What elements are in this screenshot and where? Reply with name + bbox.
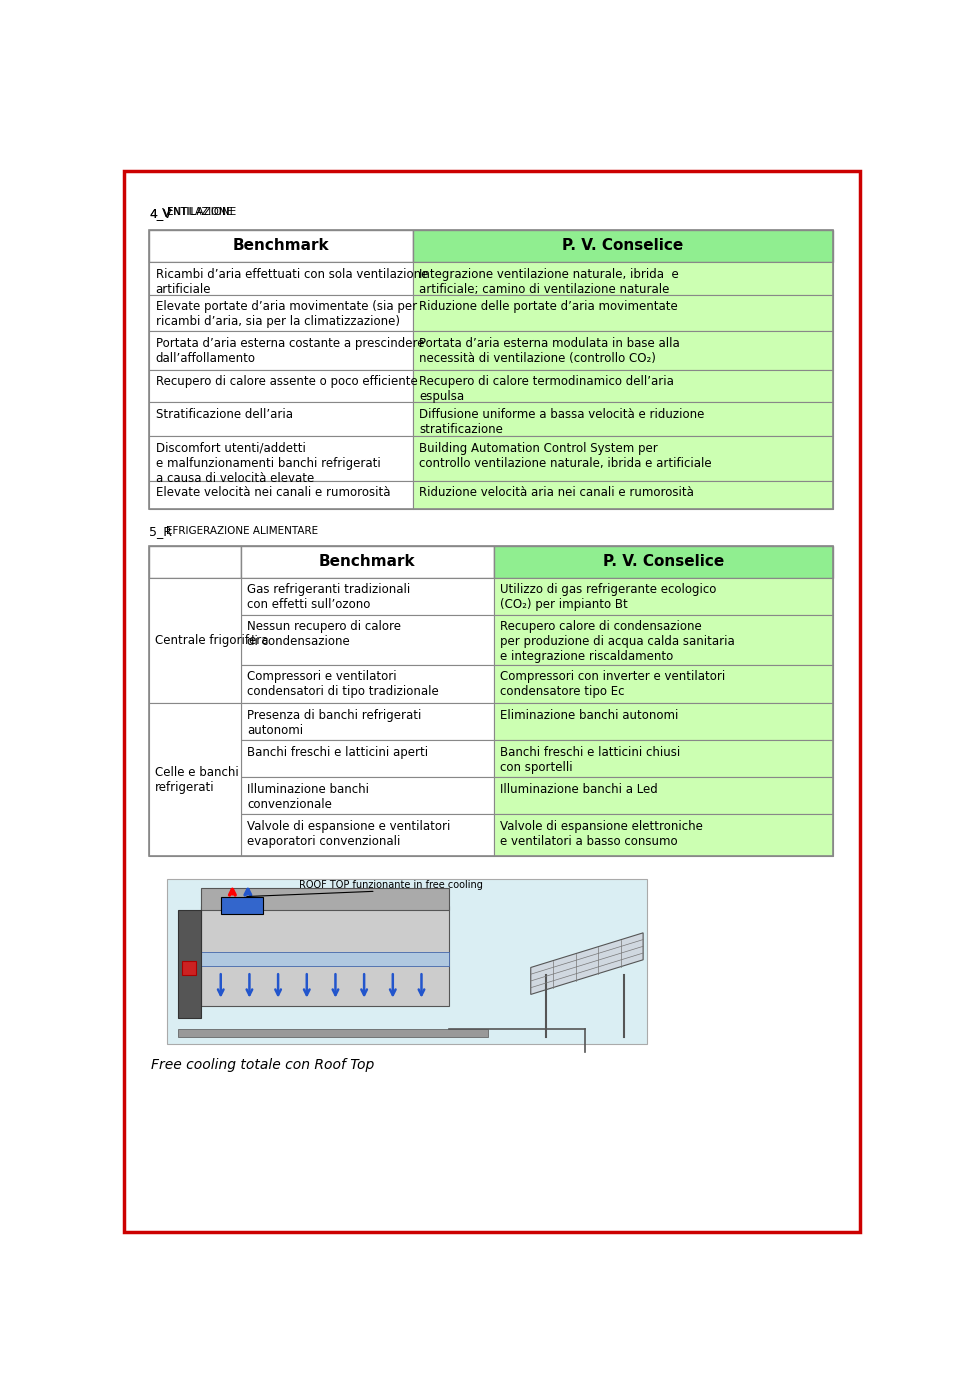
Bar — [493, 703, 833, 740]
Bar — [179, 910, 202, 1018]
Text: Portata d’aria esterna costante a prescindere
dall’affollamento: Portata d’aria esterna costante a presci… — [156, 338, 424, 365]
Bar — [241, 740, 493, 778]
Text: Utilizzo di gas refrigerante ecologico
(CO₂) per impianto Bt: Utilizzo di gas refrigerante ecologico (… — [500, 583, 716, 611]
Bar — [493, 615, 833, 665]
Text: Elevate velocità nei canali e rumorosità: Elevate velocità nei canali e rumorosità — [156, 486, 390, 499]
Text: Illuminazione banchi
convenzionale: Illuminazione banchi convenzionale — [247, 782, 369, 811]
Bar — [413, 229, 833, 263]
Text: Gas refrigeranti tradizionali
con effetti sull’ozono: Gas refrigeranti tradizionali con effett… — [247, 583, 410, 611]
Bar — [241, 578, 493, 615]
Text: Nessun recupero di calore
di condensazione: Nessun recupero di calore di condensazio… — [247, 621, 401, 649]
Bar — [150, 546, 241, 578]
Text: P. V. Conselice: P. V. Conselice — [563, 239, 684, 253]
Text: Discomfort utenti/addetti
e malfunzionamenti banchi refrigerati
a causa di veloc: Discomfort utenti/addetti e malfunzionam… — [156, 442, 380, 485]
Text: Building Automation Control System per
controllo ventilazione naturale, ibrida e: Building Automation Control System per c… — [420, 442, 711, 469]
Text: Banchi freschi e latticini chiusi
con sportelli: Banchi freschi e latticini chiusi con sp… — [500, 746, 680, 774]
Text: Free cooling totale con Roof Top: Free cooling totale con Roof Top — [151, 1058, 374, 1072]
Bar — [179, 1029, 488, 1036]
Bar — [413, 332, 833, 369]
Text: Diffusione uniforme a bassa velocità e riduzione
stratificazione: Diffusione uniforme a bassa velocità e r… — [420, 408, 705, 436]
Bar — [493, 578, 833, 615]
Bar — [150, 436, 413, 481]
Bar — [182, 961, 196, 975]
Bar — [241, 814, 493, 856]
Bar — [221, 897, 263, 914]
Text: ENTILAZIONE: ENTILAZIONE — [166, 207, 236, 217]
Bar — [493, 740, 833, 778]
Bar — [150, 403, 413, 436]
Text: ENTILAZIONE: ENTILAZIONE — [166, 207, 231, 217]
Bar — [493, 814, 833, 856]
Bar — [493, 665, 833, 703]
Text: Benchmark: Benchmark — [233, 239, 329, 253]
Text: Recupero calore di condensazione
per produzione di acqua calda sanitaria
e integ: Recupero calore di condensazione per pro… — [500, 621, 734, 663]
Bar — [166, 879, 647, 1045]
Bar — [150, 229, 413, 263]
Bar — [150, 703, 241, 856]
Text: 4_: 4_ — [150, 207, 163, 219]
Bar — [413, 369, 833, 403]
Bar — [413, 294, 833, 332]
Text: Compressori e ventilatori
condensatori di tipo tradizionale: Compressori e ventilatori condensatori d… — [247, 671, 439, 699]
Text: Elevate portate d’aria movimentate (sia per
ricambi d’aria, sia per la climatizz: Elevate portate d’aria movimentate (sia … — [156, 300, 417, 328]
Text: Recupero di calore termodinamico dell’aria
espulsa: Recupero di calore termodinamico dell’ar… — [420, 375, 674, 403]
Bar — [241, 703, 493, 740]
Bar — [493, 778, 833, 814]
Bar — [202, 951, 449, 965]
Bar — [150, 546, 833, 856]
Bar — [150, 294, 413, 332]
Text: Celle e banchi
refrigerati: Celle e banchi refrigerati — [155, 765, 239, 793]
Text: Riduzione velocità aria nei canali e rumorosità: Riduzione velocità aria nei canali e rum… — [420, 486, 694, 499]
Text: Valvole di espansione e ventilatori
evaporatori convenzionali: Valvole di espansione e ventilatori evap… — [247, 820, 450, 847]
Text: Stratificazione dell’aria: Stratificazione dell’aria — [156, 408, 293, 421]
Text: Illuminazione banchi a Led: Illuminazione banchi a Led — [500, 782, 658, 796]
Bar — [150, 263, 413, 294]
Text: V: V — [162, 207, 170, 219]
Text: EFRIGERAZIONE ALIMENTARE: EFRIGERAZIONE ALIMENTARE — [166, 525, 319, 536]
Text: 4_V: 4_V — [150, 207, 172, 219]
Bar — [150, 332, 413, 369]
Polygon shape — [531, 933, 643, 995]
Bar — [241, 615, 493, 665]
Text: Benchmark: Benchmark — [319, 554, 416, 569]
Text: 5_R: 5_R — [150, 525, 173, 539]
Text: Centrale frigorifera: Centrale frigorifera — [155, 635, 269, 647]
Text: Portata d’aria esterna modulata in base alla
necessità di ventilazione (controll: Portata d’aria esterna modulata in base … — [420, 338, 680, 365]
Text: Banchi freschi e latticini aperti: Banchi freschi e latticini aperti — [247, 746, 428, 758]
Bar — [202, 906, 449, 1006]
Text: Ricambi d’aria effettuati con sola ventilazione
artificiale: Ricambi d’aria effettuati con sola venti… — [156, 268, 428, 296]
Bar — [493, 546, 833, 578]
Text: Compressori con inverter e ventilatori
condensatore tipo Ec: Compressori con inverter e ventilatori c… — [500, 671, 725, 699]
Text: Integrazione ventilazione naturale, ibrida  e
artificiale; camino di ventilazion: Integrazione ventilazione naturale, ibri… — [420, 268, 679, 296]
Text: Riduzione delle portate d’aria movimentate: Riduzione delle portate d’aria movimenta… — [420, 300, 678, 313]
Bar — [150, 369, 413, 403]
Bar — [413, 436, 833, 481]
Text: ROOF TOP funzionante in free cooling: ROOF TOP funzionante in free cooling — [300, 881, 483, 890]
Bar — [413, 263, 833, 294]
Bar — [413, 403, 833, 436]
Bar — [150, 578, 241, 703]
Text: Valvole di espansione elettroniche
e ventilatori a basso consumo: Valvole di espansione elettroniche e ven… — [500, 820, 703, 847]
Bar — [241, 778, 493, 814]
Text: Presenza di banchi refrigerati
autonomi: Presenza di banchi refrigerati autonomi — [247, 708, 421, 736]
Text: Recupero di calore assente o poco efficiente: Recupero di calore assente o poco effici… — [156, 375, 418, 389]
Bar — [150, 229, 833, 508]
Text: Eliminazione banchi autonomi: Eliminazione banchi autonomi — [500, 708, 678, 722]
Bar — [241, 665, 493, 703]
Bar — [202, 888, 449, 910]
Text: P. V. Conselice: P. V. Conselice — [603, 554, 724, 569]
Bar — [241, 546, 493, 578]
Bar — [150, 481, 413, 508]
Bar — [413, 481, 833, 508]
